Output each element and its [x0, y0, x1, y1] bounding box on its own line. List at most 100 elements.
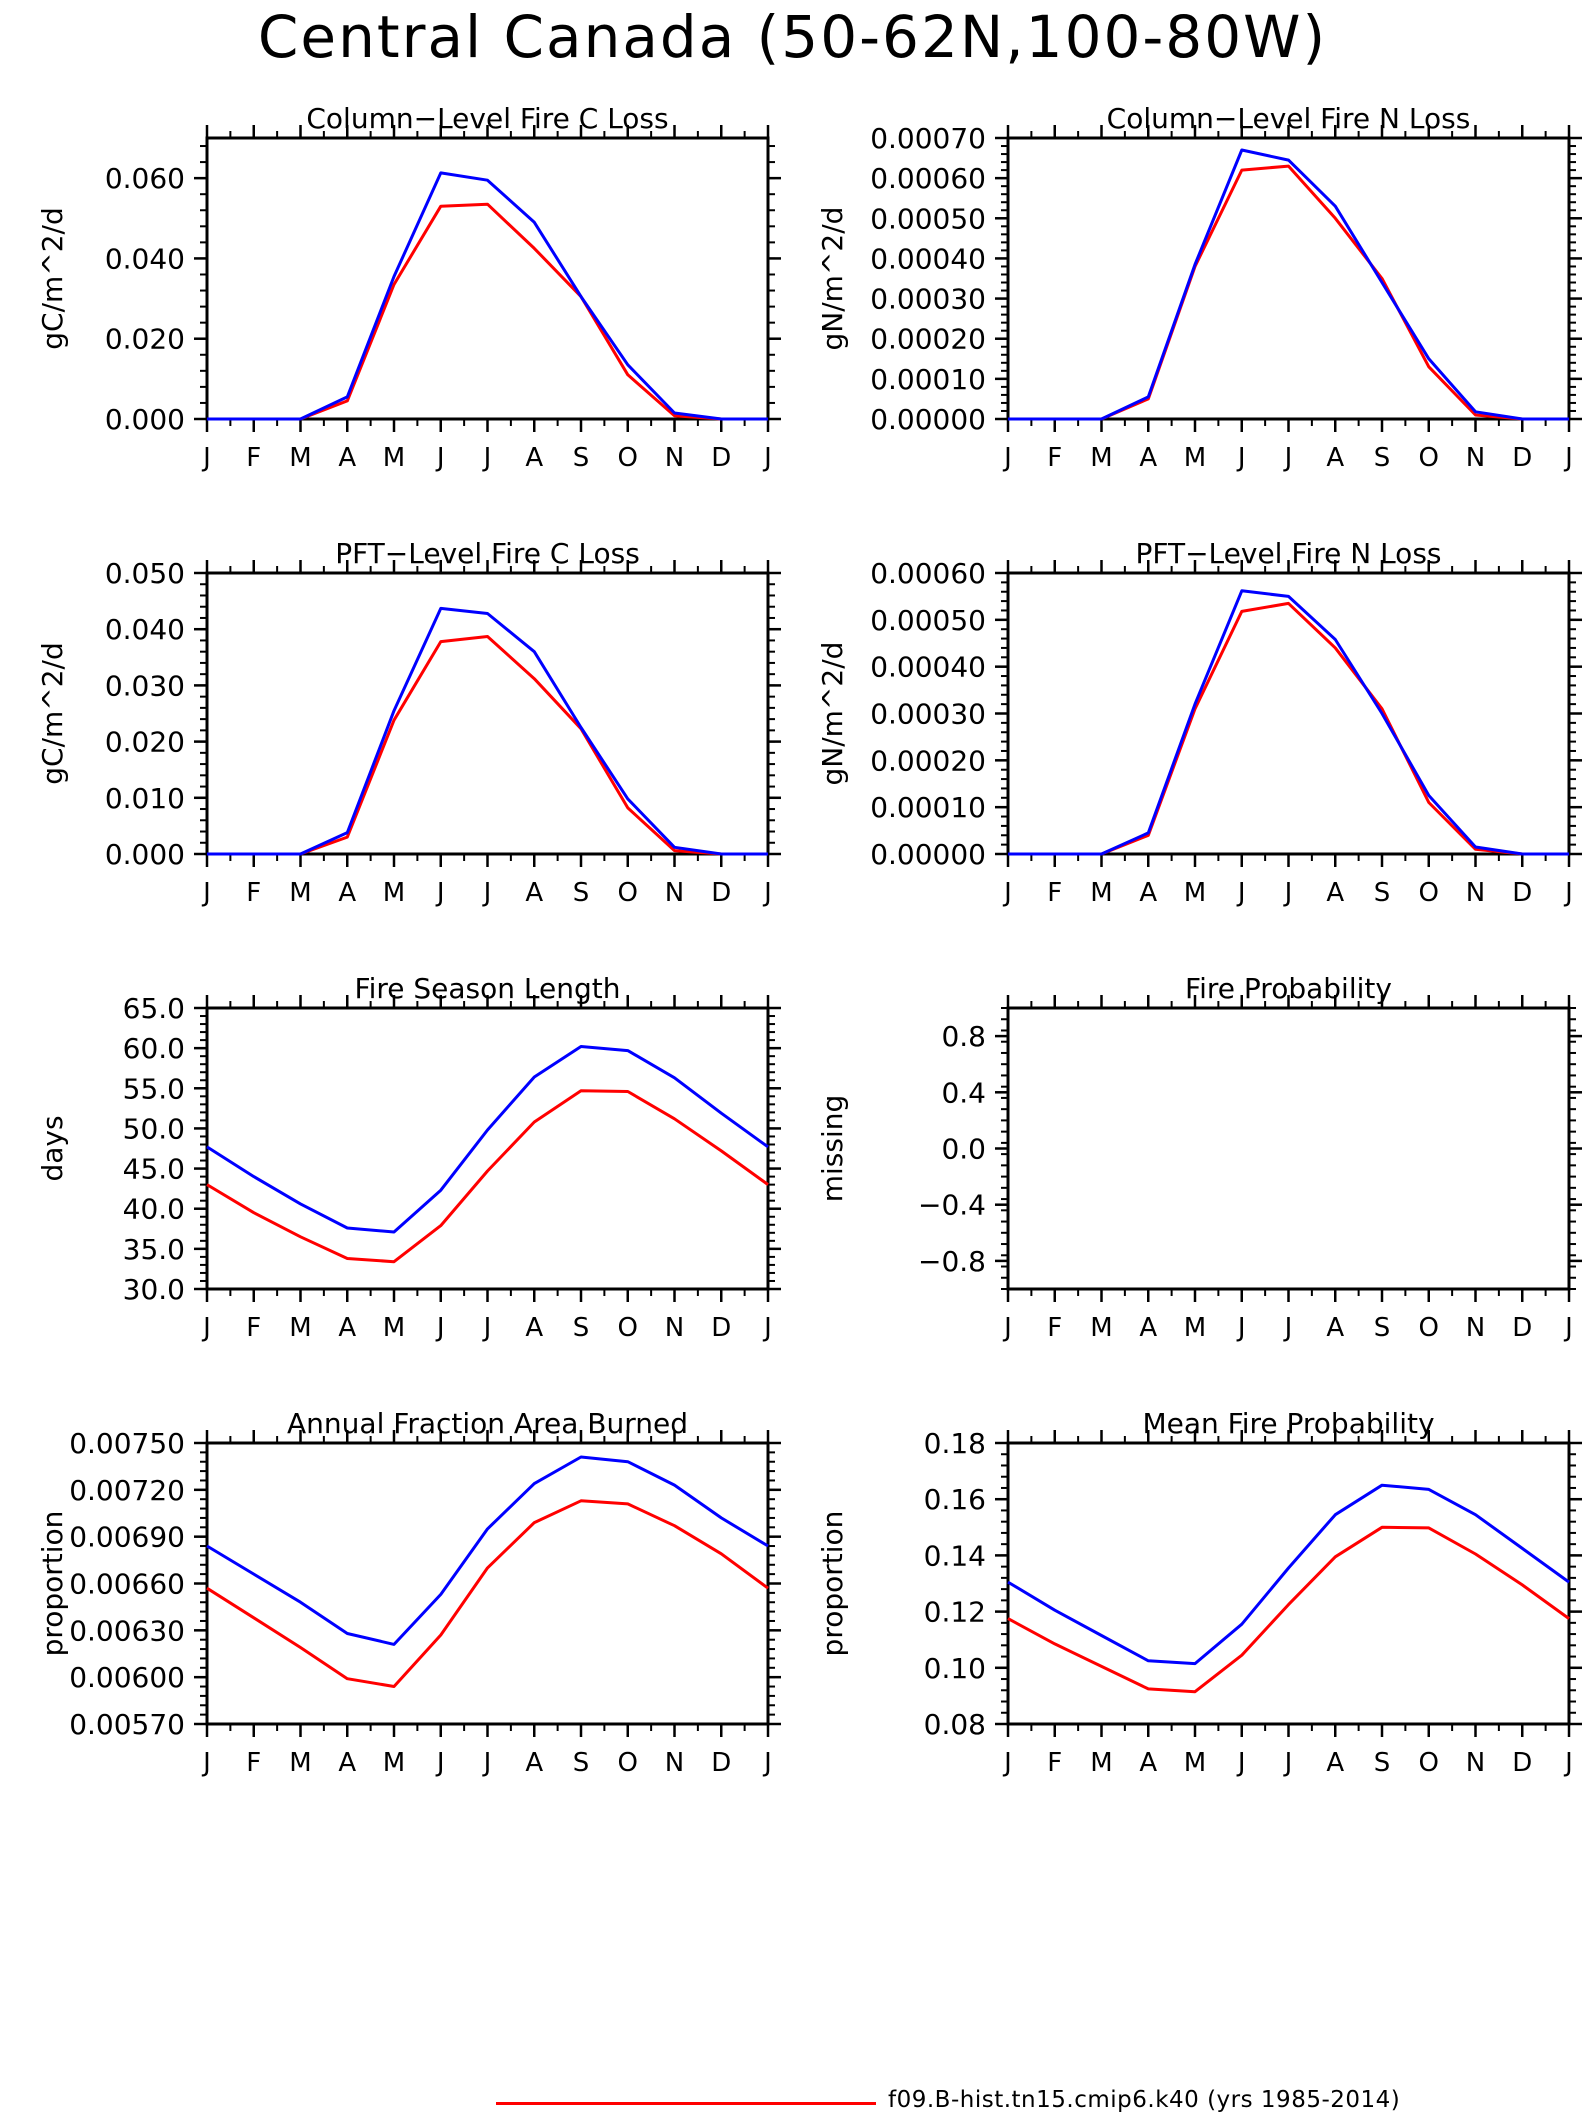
panel-4-series-blue-line: [1008, 589, 1569, 856]
panel-7-ytick-label: 0.00630: [69, 1614, 185, 1647]
panel-4-xtick-label: J: [1002, 878, 1012, 908]
panel-1-series-red-line: [207, 202, 768, 421]
panel-6-ytick-label: −0.8: [918, 1245, 986, 1278]
panel-3-xtick-label: N: [665, 878, 684, 908]
panel-8-xtick-label: A: [1326, 1748, 1344, 1778]
panel-3-ytick-label: 0.040: [105, 613, 185, 646]
panel-6-xtick-label: A: [1326, 1313, 1344, 1343]
panel-5-xtick-label: J: [762, 1313, 772, 1343]
panel-3-ytick-label: 0.030: [105, 669, 185, 702]
panel-3-series-blue-line: [207, 606, 768, 856]
panel-6-xtick-label: D: [1512, 1313, 1532, 1343]
panel-2-series-red-line: [1008, 164, 1569, 421]
panel-2-xtick-label: M: [1184, 443, 1206, 473]
panel-2-ytick-label: 0.00060: [870, 162, 986, 195]
panel-4-ytick-label: 0.00050: [870, 604, 986, 637]
panel-4-xtick-label: M: [1184, 878, 1206, 908]
panel-2-xtick-label: A: [1326, 443, 1344, 473]
panel-7-xtick-label: A: [338, 1748, 356, 1778]
panel-5-title: Fire Season Length: [355, 972, 621, 1005]
legend-label: f09.B-hist.tn15.cmip6.k40 (yrs 1985-2014…: [888, 2087, 1401, 2113]
panel-8-xtick-label: N: [1466, 1748, 1485, 1778]
panel-2-ylabel: gN/m^2/d: [816, 207, 849, 351]
panel-2-ytick-label: 0.00040: [870, 242, 986, 275]
panel-3-ytick-label: 0.010: [105, 782, 185, 815]
panel-8-ytick-label: 0.14: [924, 1539, 986, 1572]
panel-8-ytick-label: 0.10: [924, 1652, 986, 1685]
panel-2-ytick-label: 0.00010: [870, 363, 986, 396]
panel-5-xtick-label: J: [482, 1313, 492, 1343]
panel-6-xtick-label: O: [1419, 1313, 1439, 1343]
panel-5-xtick-label: S: [573, 1313, 590, 1343]
panel-2-xtick-label: J: [1002, 443, 1012, 473]
panel-3-xtick-label: A: [338, 878, 356, 908]
panel-1-xtick-label: O: [618, 443, 638, 473]
panel-8-title: Mean Fire Probability: [1142, 1407, 1434, 1440]
panel-4-xtick-label: D: [1512, 878, 1532, 908]
panel-2-ytick-label: 0.00050: [870, 202, 986, 235]
panel-3-ytick-label: 0.000: [105, 838, 185, 871]
panel-7-xtick-label: J: [762, 1748, 772, 1778]
panel-1-xtick-label: J: [435, 443, 445, 473]
panel-5-ylabel: days: [36, 1115, 69, 1181]
panel-1-ytick-label: 0.020: [105, 323, 185, 356]
panel-2-xtick-label: N: [1466, 443, 1485, 473]
panel-4-xtick-label: F: [1047, 878, 1062, 908]
panel-7-ytick-label: 0.00600: [69, 1661, 185, 1694]
panel-1-xtick-label: M: [289, 443, 311, 473]
panel-5-xtick-label: N: [665, 1313, 684, 1343]
panel-4-ytick-label: 0.00030: [870, 698, 986, 731]
panel-4-series-red-line: [1008, 601, 1569, 856]
panel-4-xtick-label: J: [1283, 878, 1293, 908]
panel-8-series-blue-line: [1007, 1483, 1570, 1666]
panel-3-ytick-label: 0.020: [105, 726, 185, 759]
panel-8-series-red-line: [1007, 1525, 1570, 1694]
panel-4-ytick-label: 0.00040: [870, 651, 986, 684]
panel-6-ylabel: missing: [816, 1095, 849, 1203]
panel-2-xtick-label: S: [1374, 443, 1391, 473]
panel-4-xtick-label: N: [1466, 878, 1485, 908]
panel-4-ylabel: gN/m^2/d: [816, 642, 849, 786]
panel-3-xtick-label: F: [246, 878, 261, 908]
panel-5-ytick-label: 40.0: [123, 1193, 185, 1226]
panel-2-xtick-label: O: [1419, 443, 1439, 473]
panel-1-xtick-label: J: [482, 443, 492, 473]
panel-1-xtick-label: J: [762, 443, 772, 473]
panel-7-xtick-label: J: [435, 1748, 445, 1778]
panel-7-ytick-label: 0.00750: [69, 1427, 185, 1460]
panel-4-xtick-label: J: [1236, 878, 1246, 908]
legend-swatch-red: [496, 2102, 876, 2105]
panel-1-ylabel: gC/m^2/d: [36, 207, 69, 350]
panel-6-frame: [1006, 1006, 1571, 1291]
panel-2-ytick-label: 0.00000: [870, 403, 986, 436]
panel-1-xtick-label: F: [246, 443, 261, 473]
panel-8-ylabel: proportion: [816, 1511, 849, 1657]
panel-8-ytick-label: 0.08: [924, 1708, 986, 1741]
panel-6-title: Fire Probability: [1185, 972, 1392, 1005]
panel-1-series-blue-line: [207, 171, 768, 421]
panel-3-ylabel: gC/m^2/d: [36, 642, 69, 785]
panel-1-xtick-label: S: [573, 443, 590, 473]
panel-6-xtick-label: J: [1002, 1313, 1012, 1343]
figure-title: Central Canada (50-62N,100-80W): [257, 3, 1328, 71]
panel-7-series-red-line: [206, 1499, 769, 1688]
panel-3-xtick-label: J: [435, 878, 445, 908]
panel-4-xtick-label: O: [1419, 878, 1439, 908]
panel-5-ytick-label: 30.0: [123, 1273, 185, 1306]
panel-7-xtick-label: S: [573, 1748, 590, 1778]
panel-2-ytick-label: 0.00030: [870, 283, 986, 316]
panel-5-ytick-label: 55.0: [123, 1072, 185, 1105]
panel-6-xtick-label: M: [1090, 1313, 1112, 1343]
panel-2-ytick-label: 0.00070: [870, 122, 986, 155]
panel-1-xtick-label: N: [665, 443, 684, 473]
panel-5-ytick-label: 50.0: [123, 1112, 185, 1145]
panel-3-xtick-label: J: [762, 878, 772, 908]
panel-7-xtick-label: F: [246, 1748, 261, 1778]
panel-4-ytick-label: 0.00010: [870, 791, 986, 824]
panel-7-ytick-label: 0.00720: [69, 1474, 185, 1507]
panel-7-xtick-label: J: [201, 1748, 211, 1778]
panel-7-xtick-label: N: [665, 1748, 684, 1778]
panel-3-xtick-label: S: [573, 878, 590, 908]
panel-6-xtick-label: J: [1563, 1313, 1573, 1343]
panel-5-xtick-label: A: [525, 1313, 543, 1343]
